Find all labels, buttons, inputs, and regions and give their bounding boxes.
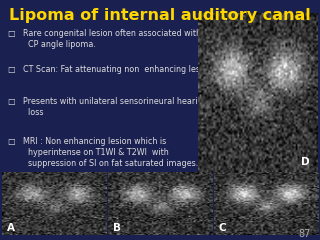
Text: □: □ [7, 29, 15, 38]
Text: Lipoma of internal auditory canal: Lipoma of internal auditory canal [9, 8, 311, 24]
Text: □: □ [7, 137, 15, 146]
Text: D: D [301, 157, 310, 167]
Text: B: B [113, 223, 121, 233]
Text: C: C [219, 223, 227, 233]
Text: Presents with unilateral sensorineural hearing
  loss: Presents with unilateral sensorineural h… [23, 97, 208, 117]
Text: MRI : Non enhancing lesion which is
  hyperintense on T1WI & T2WI  with
  suppre: MRI : Non enhancing lesion which is hype… [23, 137, 198, 168]
Text: Rare congenital lesion often associated with
  CP angle lipoma.: Rare congenital lesion often associated … [23, 29, 201, 49]
Text: CT Scan: Fat attenuating non  enhancing lesion: CT Scan: Fat attenuating non enhancing l… [23, 66, 212, 74]
Text: A: A [7, 223, 15, 233]
Text: □: □ [7, 66, 15, 74]
Text: 87: 87 [298, 229, 310, 239]
Text: □: □ [7, 97, 15, 106]
